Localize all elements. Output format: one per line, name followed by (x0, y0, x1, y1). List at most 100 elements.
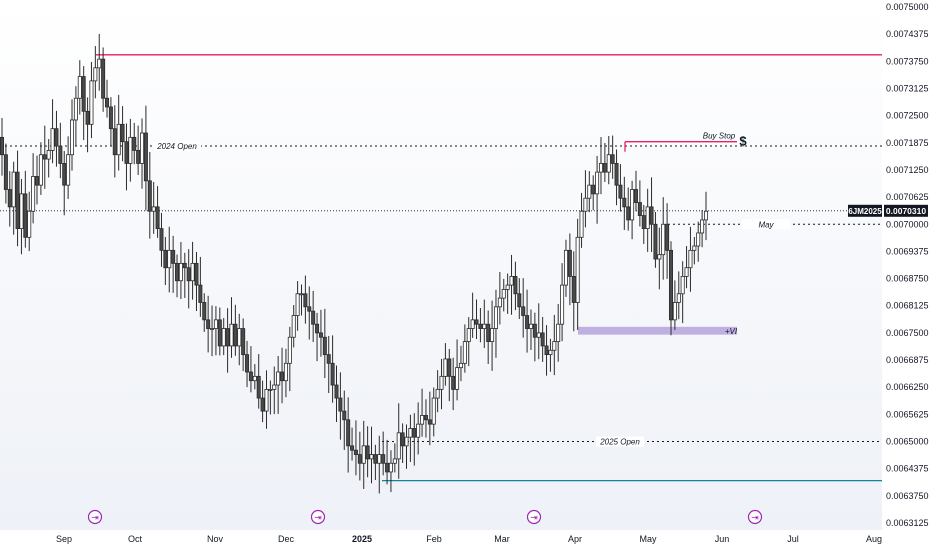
candle-body (167, 249, 172, 269)
candle-body (369, 454, 374, 460)
candle (373, 444, 378, 480)
candle (575, 218, 580, 330)
candle-body (556, 323, 561, 342)
zone-rect (578, 326, 737, 335)
candle-body (229, 323, 234, 347)
fvg-zone: +VI (578, 326, 738, 336)
label-bg (596, 436, 644, 447)
marker-circle (526, 509, 542, 525)
candle-body (377, 454, 382, 464)
candle-body (668, 249, 673, 321)
x-tick-label: Oct (128, 534, 143, 544)
candle-body (657, 254, 662, 260)
candle-body (505, 284, 510, 290)
y-axis[interactable]: 0.0075000 0.0074375 0.0073750 0.0073125 0.00… (882, 0, 932, 550)
candle (482, 299, 487, 348)
candle-body (62, 163, 67, 186)
candle-body (423, 415, 428, 421)
candle (0, 118, 4, 176)
candle (661, 197, 666, 280)
candle-body (221, 328, 226, 347)
candle-body (175, 262, 180, 282)
candle-body (598, 163, 603, 173)
candle (353, 420, 358, 476)
candle-body (272, 384, 277, 390)
event-marker-icon[interactable]: ⇥ (87, 509, 103, 525)
x-axis[interactable]: Sep Oct Nov Dec 2025 Feb Mar Apr May Jun Jul Aug (56, 534, 882, 544)
candle (85, 97, 90, 153)
x-tick-label: Feb (426, 534, 442, 544)
candle (237, 313, 242, 366)
candle-body (490, 328, 495, 342)
candle (248, 346, 253, 393)
candle (408, 414, 413, 462)
candle (303, 275, 308, 324)
candle (385, 439, 390, 485)
candle-body (73, 97, 78, 121)
candle-body (311, 310, 316, 325)
candle (217, 307, 222, 356)
candle (388, 450, 393, 493)
candle-body (684, 267, 689, 277)
candle (268, 380, 273, 415)
candle (213, 306, 218, 356)
candle-body (260, 397, 265, 412)
candle (598, 137, 603, 195)
markers-layer[interactable]: ⇥ ⇥ ⇥ ⇥ (87, 509, 763, 525)
candle-body (641, 215, 646, 230)
event-marker-icon[interactable]: ⇥ (310, 509, 326, 525)
candle (591, 175, 596, 211)
candle-body (501, 289, 506, 299)
x-tick-label: Jul (787, 534, 799, 544)
candle (567, 233, 572, 306)
candle-body (525, 315, 530, 329)
candle-body (116, 123, 121, 156)
candle-body (373, 454, 378, 464)
candle (583, 170, 588, 228)
y-tick-label: 0.0074375 (886, 29, 929, 39)
candle-body (194, 262, 199, 286)
plot-background (0, 0, 882, 530)
y-tick-label: 0.0075000 (886, 2, 929, 12)
candle (272, 366, 277, 415)
candle-body (54, 128, 59, 147)
candle (89, 61, 94, 139)
marker-glyph: ⇥ (314, 514, 322, 524)
candle-body (486, 323, 491, 342)
candle-body (602, 163, 607, 173)
event-marker-icon[interactable]: ⇥ (526, 509, 542, 525)
candle-body (42, 154, 47, 160)
candle-body (11, 171, 16, 208)
candle (229, 297, 234, 358)
candle-body (322, 336, 327, 356)
y-tick-label: 0.0069375 (886, 246, 929, 256)
candle (97, 33, 102, 91)
candle (400, 423, 405, 464)
candle-body (132, 136, 137, 151)
candle-body (19, 193, 24, 230)
candle (167, 226, 172, 293)
candle-body (225, 328, 230, 347)
candle-body (381, 454, 386, 464)
event-marker-icon[interactable]: ⇥ (747, 509, 763, 525)
y-tick-label: 0.0065000 (886, 437, 929, 447)
candle-body (280, 371, 285, 382)
candle-body (470, 319, 475, 329)
candle (462, 324, 467, 373)
candle (548, 338, 553, 372)
candle-body (85, 110, 90, 125)
candle-body (575, 236, 580, 303)
candle (435, 370, 440, 413)
candle (665, 203, 670, 279)
candle (649, 177, 654, 252)
candle (190, 241, 195, 300)
candle (684, 246, 689, 289)
candle (318, 309, 323, 357)
x-tick-label: 2025 (352, 534, 372, 544)
marker-circle (87, 509, 103, 525)
candle (101, 47, 106, 112)
candle-body (618, 184, 623, 199)
zones-layer: +VI (578, 326, 738, 336)
